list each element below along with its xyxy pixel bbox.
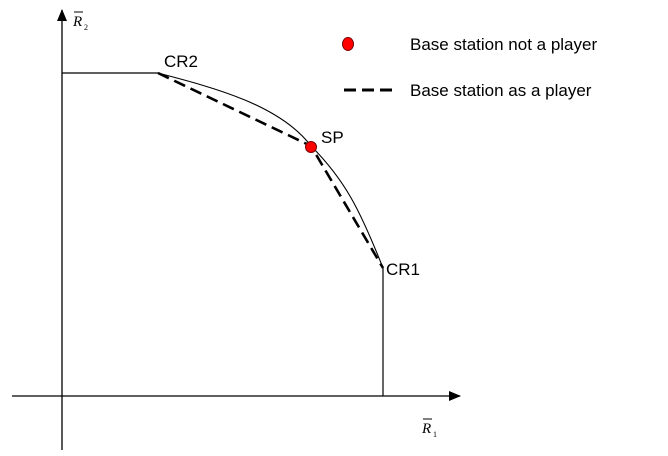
legend-item-not-player: Base station not a player (342, 35, 597, 54)
y-axis-label-text: R (72, 14, 82, 30)
red-dot-icon (342, 37, 354, 51)
sp-point-marker (305, 141, 317, 153)
x-axis-label: R 1 (421, 418, 437, 439)
y-axis-label-subscript: 2 (84, 23, 88, 32)
sp-label: SP (321, 128, 344, 147)
x-axis-label-text: R (421, 421, 431, 437)
cr2-label: CR2 (164, 52, 198, 71)
x-axis-label-subscript: 1 (433, 430, 437, 439)
legend-item-as-player: Base station as a player (344, 81, 592, 100)
legend-label-not-player: Base station not a player (410, 35, 597, 54)
legend-label-as-player: Base station as a player (410, 81, 592, 100)
cr1-label: CR1 (386, 260, 420, 279)
solid-pareto-curve (157, 72, 384, 269)
dashed-pareto-curve (157, 71, 385, 269)
legend: Base station not a player Base station a… (342, 35, 597, 100)
y-axis-label: R 2 (72, 11, 88, 32)
